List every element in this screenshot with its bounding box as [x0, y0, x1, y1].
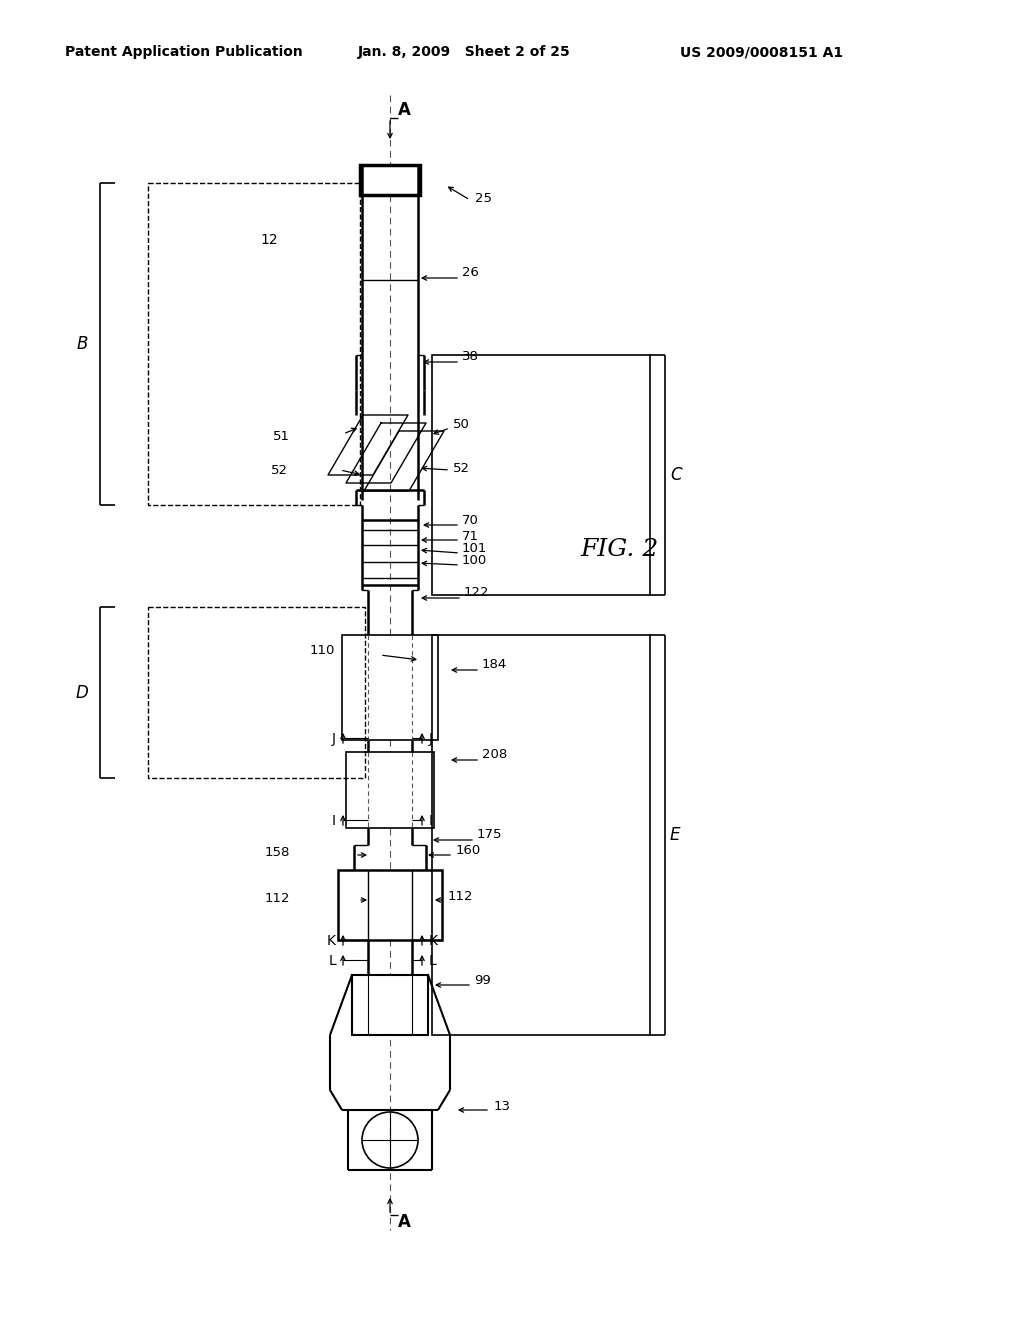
Text: K: K — [327, 935, 336, 948]
Text: 208: 208 — [482, 748, 507, 762]
Bar — [342, 635, 438, 741]
Text: I: I — [332, 814, 336, 828]
Text: B: B — [77, 335, 88, 352]
Text: K: K — [429, 935, 438, 948]
Text: 100: 100 — [462, 554, 487, 568]
Bar — [352, 975, 428, 1035]
Text: 52: 52 — [453, 462, 470, 474]
Bar — [148, 607, 365, 777]
Text: 38: 38 — [462, 351, 479, 363]
Text: L: L — [329, 954, 336, 968]
Text: E: E — [670, 826, 681, 843]
Text: I: I — [429, 814, 433, 828]
Text: Patent Application Publication: Patent Application Publication — [65, 45, 303, 59]
Text: 112: 112 — [264, 891, 290, 904]
Text: 50: 50 — [453, 418, 470, 432]
Text: L: L — [429, 954, 437, 968]
Text: 112: 112 — [449, 890, 473, 903]
Text: 13: 13 — [494, 1101, 511, 1114]
Text: 52: 52 — [271, 463, 288, 477]
Bar — [432, 355, 650, 595]
Text: FIG. 2: FIG. 2 — [580, 539, 658, 561]
Text: 26: 26 — [462, 265, 479, 279]
Bar — [338, 870, 442, 940]
Text: 158: 158 — [264, 846, 290, 859]
Text: 175: 175 — [477, 829, 503, 842]
Text: J: J — [332, 733, 336, 746]
Text: 51: 51 — [273, 430, 290, 444]
Text: 122: 122 — [464, 586, 489, 599]
Text: US 2009/0008151 A1: US 2009/0008151 A1 — [680, 45, 843, 59]
Text: Jan. 8, 2009   Sheet 2 of 25: Jan. 8, 2009 Sheet 2 of 25 — [358, 45, 570, 59]
Bar — [148, 183, 360, 506]
Text: 110: 110 — [310, 644, 336, 656]
Text: 101: 101 — [462, 543, 487, 556]
Text: J: J — [429, 733, 433, 746]
Text: A: A — [398, 102, 411, 119]
Bar — [360, 165, 420, 195]
Text: C: C — [670, 466, 682, 484]
Text: D: D — [75, 684, 88, 702]
Bar — [432, 635, 650, 1035]
Text: 12: 12 — [260, 234, 278, 247]
Text: 160: 160 — [456, 843, 481, 857]
Text: 71: 71 — [462, 529, 479, 543]
Text: 70: 70 — [462, 513, 479, 527]
Text: 25: 25 — [475, 191, 492, 205]
Text: 184: 184 — [482, 657, 507, 671]
Text: A: A — [398, 1213, 411, 1232]
Text: 99: 99 — [474, 974, 490, 986]
Bar — [346, 752, 434, 828]
